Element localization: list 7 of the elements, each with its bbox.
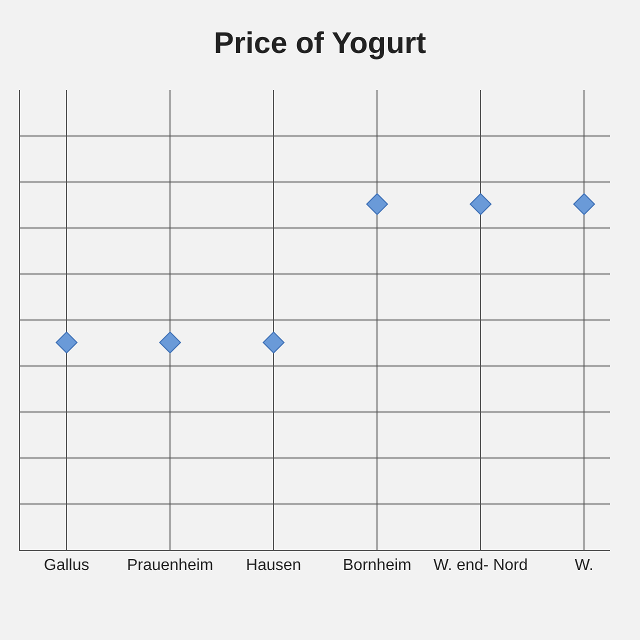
x-tick-label: W. [574, 557, 594, 574]
x-tick-label: Bornheim [342, 557, 412, 574]
x-tick-label: W. end- Nord [433, 557, 528, 574]
x-tick-label: Prauenheim [126, 557, 214, 574]
x-tick-label: Gallus [44, 557, 90, 574]
chart-title: Price of Yogurt [214, 27, 426, 60]
x-tick-label: Hausen [246, 557, 302, 574]
